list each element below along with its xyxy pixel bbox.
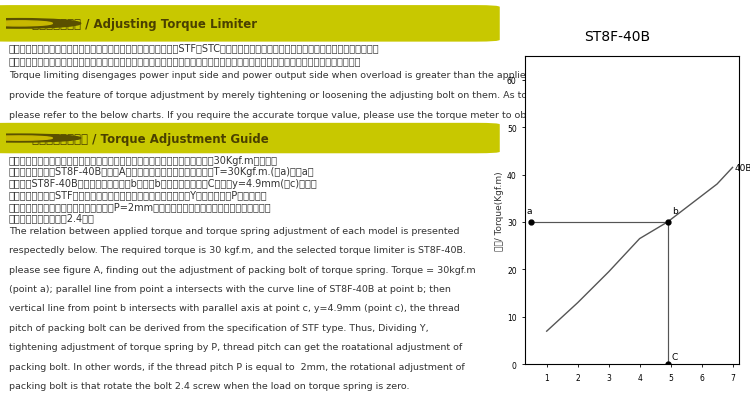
Text: respectedly below. The required torque is 30 kgf.m, and the selected torque limi: respectedly below. The required torque i… [9,245,466,255]
Text: provide the feature of torque adjustment by merely tightening or loosening the a: provide the feature of torque adjustment… [9,91,650,100]
Text: 為零時位置開始大約轃2.4轉。: 為零時位置開始大約轃2.4轉。 [9,213,94,223]
Text: Torque limiting disengages power input side and power output side when overload : Torque limiting disengages power input s… [9,71,656,80]
Circle shape [0,136,53,141]
Text: ST8F-40B: ST8F-40B [584,30,650,43]
Text: please refer to the below charts. If you require the accurate torque value, plea: please refer to the below charts. If you… [9,111,645,120]
Text: 平延伸到ST8F-40B的曲線交點，作為點b。從點b再垂直往下求出點C，得到y=4.9mm(點c)，鎖緊: 平延伸到ST8F-40B的曲線交點，作為點b。從點b再垂直往下求出點C，得到y=… [9,178,318,188]
Text: 使用扜力是指負荷超過此扜力時，入力側和出力側的傳達被脆離。STF、STC兩種機種具有調整扜力的機能，只要轉動兩機種的鎖緊螺帽就: 使用扜力是指負荷超過此扜力時，入力側和出力側的傳達被脆離。STF、STC兩種機種… [9,43,380,53]
Text: 使用扜力和扜力彈簧調整量的關係，依據機種逐一表示。例如，需求使用扜力瀧30Kgf.m，選定本: 使用扜力和扜力彈簧調整量的關係，依據機種逐一表示。例如，需求使用扜力瀧30Kgf… [9,155,278,165]
Y-axis label: 扜力/ Torque(Kgf.m): 扜力/ Torque(Kgf.m) [495,171,504,250]
Text: 螺帽的螺紋節距從STF型特性表可求出，所以扜力彈簧的鎖緊調整量Y除以螺紋節距P，可以求出: 螺帽的螺紋節距從STF型特性表可求出，所以扜力彈簧的鎖緊調整量Y除以螺紋節距P，… [9,190,268,200]
FancyBboxPatch shape [0,6,500,43]
Text: please see figure A, finding out the adjustment of packing bolt of torque spring: please see figure A, finding out the adj… [9,265,476,274]
Text: 鎖緊螺帽的調整迂轉量，換言之螺紋節距P=2mm時，鎖緊螺帽的調整回轉量是從扜力彈簧變形: 鎖緊螺帽的調整迂轉量，換言之螺紋節距P=2mm時，鎖緊螺帽的調整回轉量是從扜力彈… [9,201,272,211]
Text: 扜力値調整使用例 / Torque Adjustment Guide: 扜力値調整使用例 / Torque Adjustment Guide [32,132,268,145]
Text: tightening adjustment of torque spring by P, thread pitch can get the roatationa: tightening adjustment of torque spring b… [9,342,462,351]
Text: packing bolt is that rotate the bolt 2.4 screw when the load on torque spring is: packing bolt is that rotate the bolt 2.4… [9,381,410,390]
Text: packing bolt. In other words, if the thread pitch P is equal to  2mm, the rotati: packing bolt. In other words, if the thr… [9,362,465,371]
Text: 40B: 40B [734,164,750,173]
FancyBboxPatch shape [0,124,500,154]
Circle shape [0,22,53,27]
Text: a: a [527,207,532,216]
Text: C: C [671,352,677,361]
Text: pitch of packing bolt can be derived from the specification of STF type. Thus, D: pitch of packing bolt can be derived fro… [9,323,429,332]
Text: (point a); parallel line from point a intersects with the curve line of ST8F-40B: (point a); parallel line from point a in… [9,284,451,293]
Text: vertical line from point b intersects with parallel axis at point c, y=4.9mm (po: vertical line from point b intersects wi… [9,304,460,313]
Text: 公司的扜力限制器ST8F-40B，於圖A求出扜力彈簧的鎖緊螺帽調整量。T=30Kgf.m.(點a)將點a水: 公司的扜力限制器ST8F-40B，於圖A求出扜力彈簧的鎖緊螺帽調整量。T=30K… [9,167,315,177]
Text: The relation between applied torque and torque spring adjustment of each model i: The relation between applied torque and … [9,226,460,235]
Circle shape [0,19,81,29]
Text: b: b [672,207,678,216]
Text: 扜力限制器調整 / Adjusting Torque Limiter: 扜力限制器調整 / Adjusting Torque Limiter [32,18,257,31]
Text: 能簡單調整，但是無法表示出調整後的扜力値，所以請參考下圖可以推算出使用扜力，如果需要更正確的數値請使用扜力測定器等測定。: 能簡單調整，但是無法表示出調整後的扜力値，所以請參考下圖可以推算出使用扜力，如果… [9,56,362,66]
Circle shape [0,135,81,143]
